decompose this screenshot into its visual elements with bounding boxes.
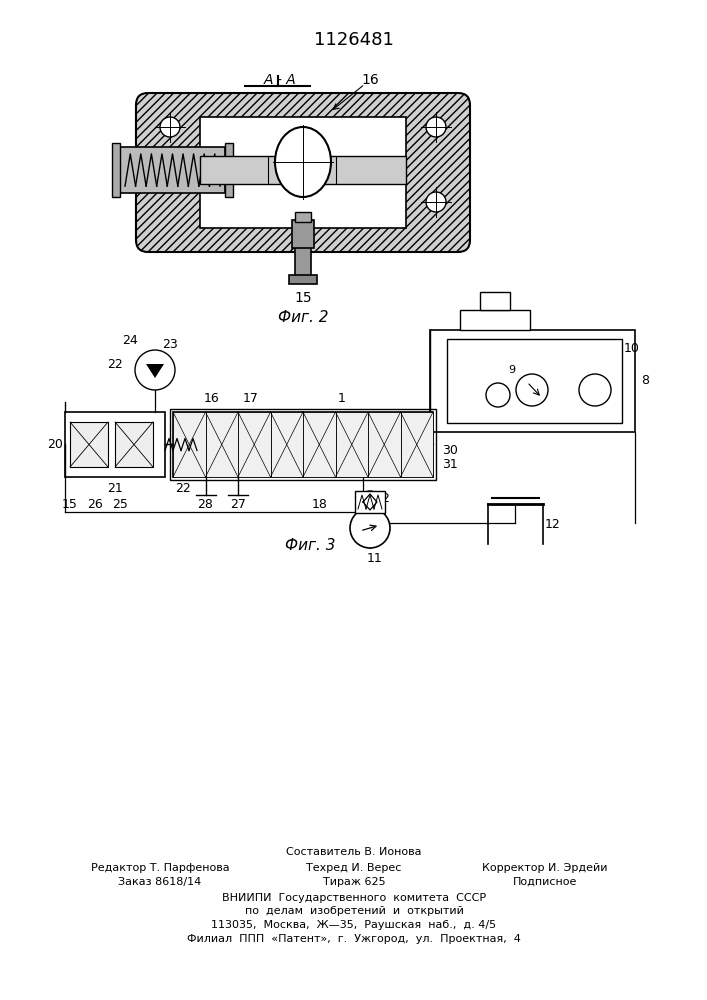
Text: Корректор И. Эрдейи: Корректор И. Эрдейи: [482, 863, 608, 873]
Circle shape: [135, 350, 175, 390]
Bar: [206, 412, 238, 477]
Text: 22: 22: [107, 359, 123, 371]
Text: 26: 26: [87, 498, 103, 512]
Circle shape: [359, 491, 381, 513]
Polygon shape: [146, 364, 164, 378]
Bar: [271, 412, 303, 477]
Text: Заказ 8618/14: Заказ 8618/14: [118, 877, 201, 887]
Text: по  делам  изобретений  и  открытий: по делам изобретений и открытий: [245, 906, 463, 916]
Bar: [225, 143, 233, 197]
Text: Филиал  ППП  «Патент»,  г.  Ужгород,  ул.  Проектная,  4: Филиал ППП «Патент», г. Ужгород, ул. Про…: [187, 934, 521, 944]
Bar: [368, 412, 400, 477]
Text: 113035,  Москва,  Ж—35,  Раушская  наб.,  д. 4/5: 113035, Москва, Ж—35, Раушская наб., д. …: [211, 920, 496, 930]
Text: А - А: А - А: [264, 73, 296, 87]
Text: 10: 10: [624, 342, 640, 356]
Bar: [115, 422, 153, 467]
Bar: [303, 412, 433, 477]
Text: 1126481: 1126481: [314, 31, 394, 49]
Bar: [447, 339, 622, 423]
Bar: [292, 220, 314, 248]
Ellipse shape: [275, 127, 331, 197]
Circle shape: [516, 374, 548, 406]
Text: 11: 11: [367, 552, 383, 564]
Text: 31: 31: [442, 458, 458, 471]
Text: Подписное: Подписное: [513, 877, 577, 887]
Bar: [336, 412, 368, 477]
Bar: [238, 412, 271, 477]
Text: 28: 28: [197, 498, 214, 512]
Bar: [173, 412, 303, 477]
Text: Фиг. 2: Фиг. 2: [278, 310, 328, 326]
Text: Техред И. Верес: Техред И. Верес: [306, 863, 402, 873]
Bar: [120, 147, 225, 193]
Bar: [289, 275, 317, 284]
Text: Редактор Т. Парфенова: Редактор Т. Парфенова: [90, 863, 229, 873]
Bar: [430, 330, 635, 432]
Text: 25: 25: [112, 498, 128, 512]
Circle shape: [160, 117, 180, 137]
Text: 21: 21: [107, 483, 123, 495]
Text: 15: 15: [62, 498, 78, 512]
Text: Тираж 625: Тираж 625: [322, 877, 385, 887]
Bar: [400, 412, 433, 477]
Text: 8: 8: [641, 374, 649, 387]
Text: 17: 17: [243, 391, 259, 404]
Bar: [70, 422, 108, 467]
Text: 16: 16: [204, 391, 220, 404]
Text: 3: 3: [494, 390, 501, 400]
Text: Фиг. 3: Фиг. 3: [285, 538, 335, 552]
Bar: [295, 246, 311, 278]
Bar: [460, 310, 530, 330]
Text: 12: 12: [545, 518, 561, 530]
Text: M: M: [590, 385, 600, 395]
Text: 24: 24: [122, 334, 138, 347]
Text: 1: 1: [338, 391, 346, 404]
Bar: [170, 409, 436, 480]
Circle shape: [426, 117, 446, 137]
Text: 2: 2: [381, 492, 389, 506]
Text: 20: 20: [47, 438, 63, 451]
Bar: [200, 156, 406, 184]
Circle shape: [426, 192, 446, 212]
Text: 18: 18: [311, 498, 327, 512]
Text: 15: 15: [294, 291, 312, 305]
Text: 13: 13: [487, 310, 503, 322]
Bar: [303, 412, 336, 477]
Circle shape: [350, 508, 390, 548]
Bar: [112, 143, 120, 197]
Text: 16: 16: [361, 73, 379, 87]
Text: 22: 22: [175, 483, 191, 495]
Text: 23: 23: [162, 338, 178, 352]
Bar: [295, 212, 311, 222]
Bar: [200, 117, 406, 228]
Text: 27: 27: [230, 498, 246, 512]
Text: ВНИИПИ  Государственного  комитета  СССР: ВНИИПИ Государственного комитета СССР: [222, 893, 486, 903]
FancyBboxPatch shape: [136, 93, 470, 252]
Circle shape: [486, 383, 510, 407]
Text: 30: 30: [442, 444, 458, 456]
Bar: [355, 491, 385, 513]
Circle shape: [579, 374, 611, 406]
Text: 9: 9: [508, 365, 515, 375]
Bar: [65, 412, 165, 477]
Bar: [173, 412, 206, 477]
Bar: [480, 292, 510, 310]
Text: Составитель В. Ионова: Составитель В. Ионова: [286, 847, 422, 857]
